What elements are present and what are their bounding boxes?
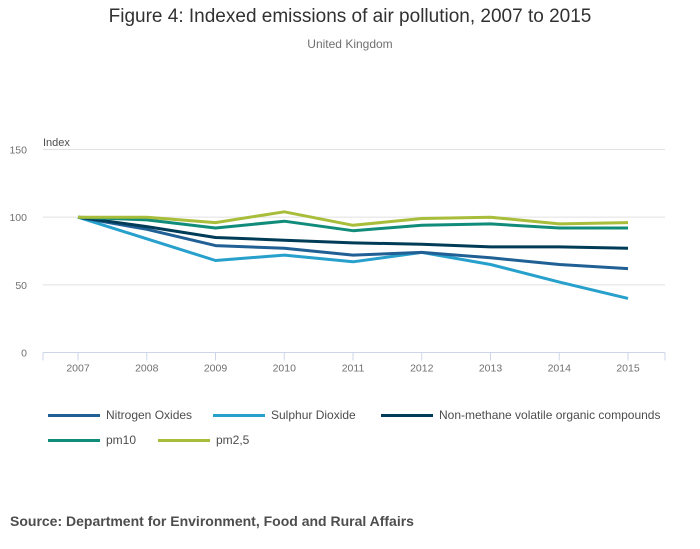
legend-item[interactable]: pm10 [48, 433, 136, 447]
legend-label: Sulphur Dioxide [271, 408, 356, 422]
x-axis-ticks: 2007 2008 2009 2010 2011 2012 2013 2014 2015 [42, 352, 666, 375]
series-line-pm10[interactable] [77, 215, 628, 233]
chart-title: Figure 4: Indexed emissions of air pollu… [108, 6, 592, 27]
legend-swatch [48, 413, 100, 417]
legend-label: Nitrogen Oxides [106, 408, 193, 422]
legend-label: pm2,5 [216, 433, 250, 447]
chart-subtitle: United Kingdom [307, 37, 393, 51]
y-tick-label: 100 [9, 212, 27, 224]
legend-label: pm10 [106, 433, 137, 447]
x-tick-label: 2011 [342, 363, 365, 375]
legend-item[interactable]: Nitrogen Oxides [48, 408, 192, 422]
x-tick-label: 2008 [135, 363, 159, 375]
series-line-non-methane-volatile-organic-compounds[interactable] [77, 215, 629, 250]
x-tick-label: 2010 [273, 363, 297, 375]
legend-swatch [381, 413, 433, 417]
x-tick-label: 2012 [410, 363, 434, 375]
legend-item[interactable]: Non-methane volatile organic compounds [381, 408, 660, 422]
y-tick-label: 0 [21, 348, 27, 360]
y-tick-label: 50 [15, 280, 27, 292]
series-lines [77, 210, 629, 300]
series-line-pm2-5[interactable] [78, 210, 629, 227]
y-axis-ticks: 0 50 100 150 [9, 145, 27, 360]
x-tick-label: 2013 [479, 363, 503, 375]
x-tick-label: 2015 [616, 363, 640, 375]
legend-swatch [48, 438, 100, 442]
x-tick-label: 2007 [66, 363, 90, 375]
legend-item[interactable]: Sulphur Dioxide [213, 408, 356, 422]
y-axis-label: Index [43, 137, 70, 149]
legend-swatch [158, 438, 210, 442]
x-tick-label: 2009 [204, 363, 228, 375]
series-line-nitrogen-oxides[interactable] [77, 215, 629, 271]
line-chart: 0 50 100 150 Index 2007 2008 2009 2010 2011 2012… [9, 137, 666, 375]
y-tick-label: 150 [9, 145, 27, 157]
legend-label: Non-methane volatile organic compounds [439, 408, 661, 422]
x-tick-label: 2014 [548, 363, 572, 375]
source-note: Source: Department for Environment, Food… [10, 513, 414, 529]
legend-swatch [213, 413, 265, 417]
series-line-sulphur-dioxide[interactable] [77, 215, 629, 300]
legend-item[interactable]: pm2,5 [158, 433, 249, 447]
